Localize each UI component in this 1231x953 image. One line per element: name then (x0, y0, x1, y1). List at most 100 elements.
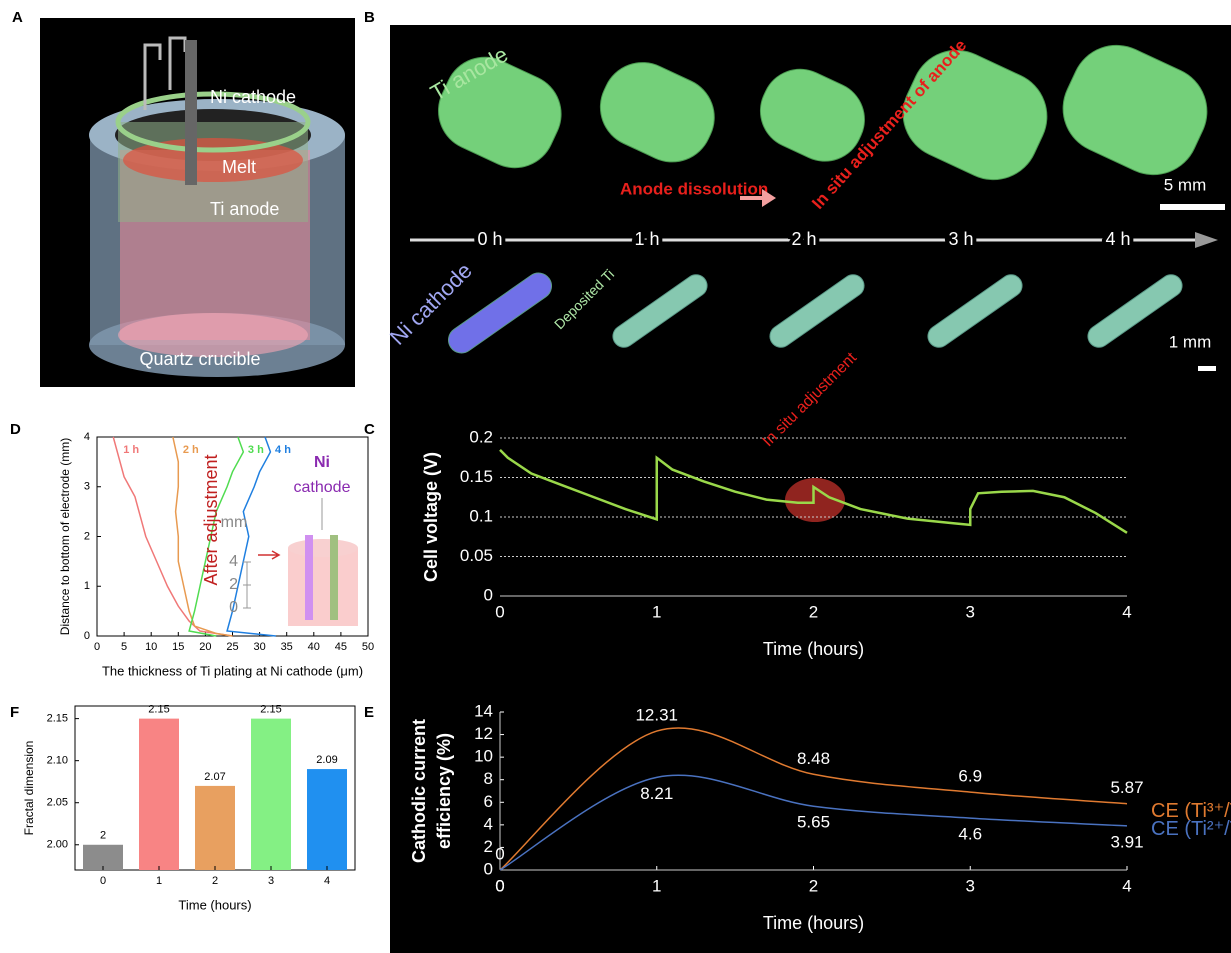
y-tick-label: 4 (84, 431, 90, 443)
x-tick-label: 1 (156, 875, 162, 887)
y-tick-label: 0.2 (469, 427, 493, 446)
value-label: 8.21 (640, 784, 673, 803)
series-label: 3 h (248, 444, 264, 456)
x-tick-label: 4 (324, 875, 330, 887)
series-label: 1 h (123, 444, 139, 456)
timeline-label: 0 h (477, 229, 502, 249)
y-tick-label: 4 (484, 814, 493, 833)
x-axis-label: Time (hours) (763, 639, 864, 659)
y-tick-label: 0.15 (460, 467, 493, 486)
x-tick-label: 3 (268, 875, 274, 887)
d-arrow (258, 551, 279, 559)
bar (139, 719, 179, 870)
d-inset (247, 498, 358, 626)
value-label: 3.91 (1110, 832, 1143, 851)
timeline-label: 3 h (948, 229, 973, 249)
y-axis-label: Cell voltage (V) (421, 452, 441, 582)
y-axis-label: efficiency (%) (434, 733, 454, 849)
x-axis-label: The thickness of Ti plating at Ni cathod… (102, 663, 363, 678)
value-label: 4.6 (958, 825, 982, 844)
value-label: 2.09 (316, 754, 337, 766)
value-label: 5.87 (1110, 778, 1143, 797)
timeline-label: 4 h (1105, 229, 1130, 249)
panel-letter: C (364, 421, 375, 438)
y-tick-label: 2.05 (47, 797, 68, 809)
y-tick-label: 3 (84, 481, 90, 493)
y-tick-label: 2.10 (47, 755, 68, 767)
panel-letter: D (10, 421, 21, 438)
scale-bar (1160, 204, 1225, 210)
y-tick-label: 0 (84, 630, 90, 642)
value-label: 8.48 (797, 749, 830, 768)
figure: Ni cathode Melt Ti anode Quartz crucible… (0, 0, 1231, 953)
x-axis-label: Time (hours) (178, 897, 251, 912)
panel-letter: A (12, 9, 23, 26)
x-tick-label: 3 (966, 602, 975, 621)
annotation: cathode (294, 479, 351, 496)
value-label: 5.65 (797, 813, 830, 832)
a-label: Ti anode (210, 199, 279, 219)
value-label: 2.07 (204, 771, 225, 783)
y-tick-label: 1 (84, 580, 90, 592)
x-tick-label: 20 (199, 641, 211, 653)
x-tick-label: 10 (145, 641, 157, 653)
y-axis-label: Cathodic current (409, 719, 429, 863)
y-tick-label: 2.15 (47, 713, 68, 725)
value-label: 2.15 (148, 704, 169, 716)
x-tick-label: 0 (100, 875, 106, 887)
x-tick-label: 45 (335, 641, 347, 653)
inset-tick-label: 2 (229, 576, 238, 593)
y-tick-label: 0.1 (469, 506, 493, 525)
page: Ni cathode Melt Ti anode Quartz crucible… (0, 0, 1231, 953)
value-label: 2.15 (260, 704, 281, 716)
scale-bar (1198, 366, 1216, 371)
panel-letter: B (364, 9, 375, 26)
y-tick-label: 12 (474, 724, 493, 743)
b-dissolution: Anode dissolution (620, 179, 768, 198)
x-tick-label: 35 (281, 641, 293, 653)
panel-letter: E (364, 704, 374, 721)
annotation: mm (221, 514, 248, 531)
y-tick-label: 10 (474, 747, 493, 766)
y-tick-label: 14 (474, 701, 493, 720)
legend-label: CE (Ti²⁺/Ti (1151, 818, 1231, 840)
x-tick-label: 4 (1122, 602, 1131, 621)
y-tick-label: 2 (84, 530, 90, 542)
x-tick-label: 30 (253, 641, 265, 653)
y-tick-label: 2 (484, 837, 493, 856)
x-tick-label: 0 (94, 641, 100, 653)
y-tick-label: 8 (484, 769, 493, 788)
a-label: Melt (222, 157, 256, 177)
x-tick-label: 3 (966, 876, 975, 895)
y-axis-label: Fractal dimension (22, 741, 36, 836)
x-tick-label: 0 (495, 602, 504, 621)
x-axis-label: Time (hours) (763, 913, 864, 933)
timeline-label: 1 h (634, 229, 659, 249)
bar (195, 786, 235, 870)
y-tick-label: 0.05 (460, 546, 493, 565)
a-label: Quartz crucible (139, 349, 260, 369)
inset-tick-label: 0 (229, 599, 238, 616)
y-tick-label: 0 (484, 859, 493, 878)
x-tick-label: 50 (362, 641, 374, 653)
value-label: 12.31 (635, 706, 678, 725)
annotation: Ni (314, 454, 330, 471)
b-scale: 1 mm (1169, 332, 1212, 351)
x-tick-label: 2 (212, 875, 218, 887)
b-scale: 5 mm (1164, 175, 1207, 194)
y-tick-label: 6 (484, 792, 493, 811)
panel-letter: F (10, 704, 19, 721)
y-tick-label: 2.00 (47, 839, 68, 851)
value-label: 0 (495, 876, 504, 895)
x-tick-label: 2 (809, 602, 818, 621)
y-axis-label: Distance to bottom of electrode (mm) (58, 438, 72, 635)
x-tick-label: 15 (172, 641, 184, 653)
a-label: Ni cathode (210, 87, 296, 107)
bar (307, 769, 347, 870)
annotation: After adjustment (201, 454, 221, 585)
value-label: 0 (495, 844, 504, 863)
x-tick-label: 25 (226, 641, 238, 653)
x-tick-label: 5 (121, 641, 127, 653)
x-tick-label: 4 (1122, 876, 1131, 895)
inset-tick-label: 4 (229, 553, 238, 570)
